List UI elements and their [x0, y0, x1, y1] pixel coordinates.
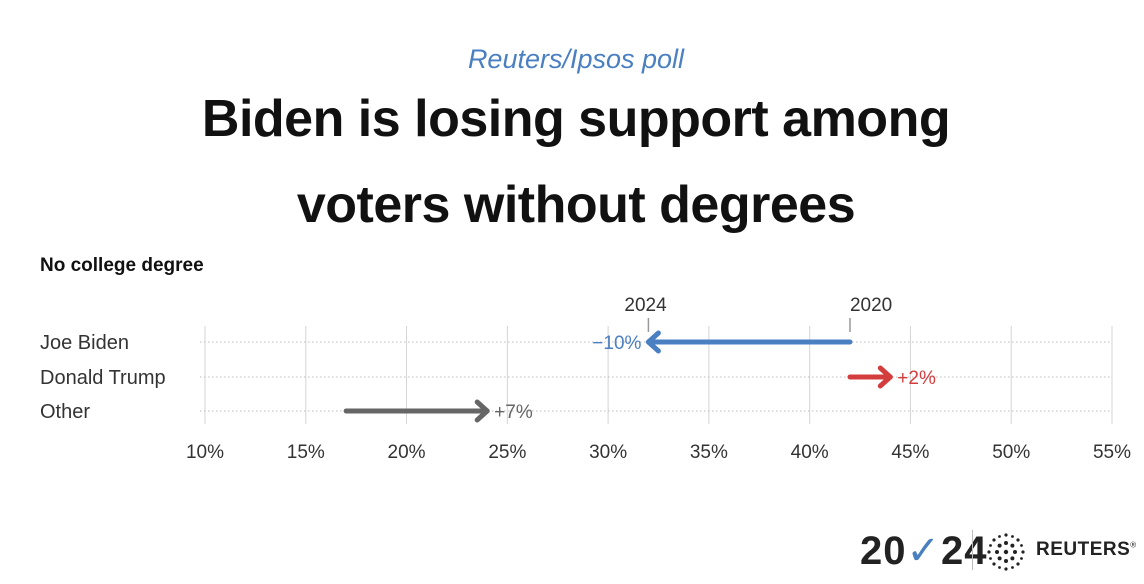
change-label: +7%	[494, 402, 533, 423]
x-tick-label: 40%	[791, 442, 829, 463]
headline-line-1: Biden is losing support among	[201, 90, 951, 148]
reuters-logo-icon	[987, 533, 1025, 571]
checkmark-icon: ✓	[906, 529, 942, 573]
reuters-brand: REUTERS®	[1036, 539, 1137, 561]
arrow-head	[877, 365, 893, 389]
x-tick-label: 30%	[589, 442, 627, 463]
x-tick-label: 10%	[186, 442, 224, 463]
x-tick-label: 35%	[690, 442, 728, 463]
kicker: Reuters/Ipsos poll	[467, 44, 685, 74]
brand-name: REUTERS	[1036, 539, 1131, 560]
marker-label: 2024	[624, 295, 667, 316]
arrow-chart: 10% 15% 20% 25% 30% 35% 40% 45% 50% 55% Joe Biden D…	[40, 295, 1131, 463]
marker-label: 2020	[850, 295, 892, 316]
arrow-head	[645, 330, 661, 354]
change-label: +2%	[897, 368, 936, 389]
change-label: −10%	[592, 333, 641, 354]
election-2024-logo: 20✓24	[860, 527, 988, 575]
year-part-2: 24	[941, 529, 988, 573]
headline: Biden is losing support among voters wit…	[0, 76, 1144, 248]
x-tick-label: 15%	[287, 442, 325, 463]
x-tick-label: 25%	[488, 442, 526, 463]
x-tick-label: 55%	[1093, 442, 1131, 463]
chart-subtitle: No college degree	[40, 255, 204, 276]
arrow-head	[474, 399, 490, 423]
category-label: Donald Trump	[40, 367, 166, 389]
footer-divider	[972, 530, 973, 570]
x-tick-label: 20%	[388, 442, 426, 463]
category-label: Other	[40, 401, 90, 423]
x-tick-label: 45%	[891, 442, 929, 463]
year-part-1: 20	[860, 529, 907, 573]
x-tick-label: 50%	[992, 442, 1030, 463]
category-label: Joe Biden	[40, 332, 129, 354]
registered-mark: ®	[1130, 540, 1137, 550]
headline-line-2: voters without degrees	[296, 176, 856, 234]
